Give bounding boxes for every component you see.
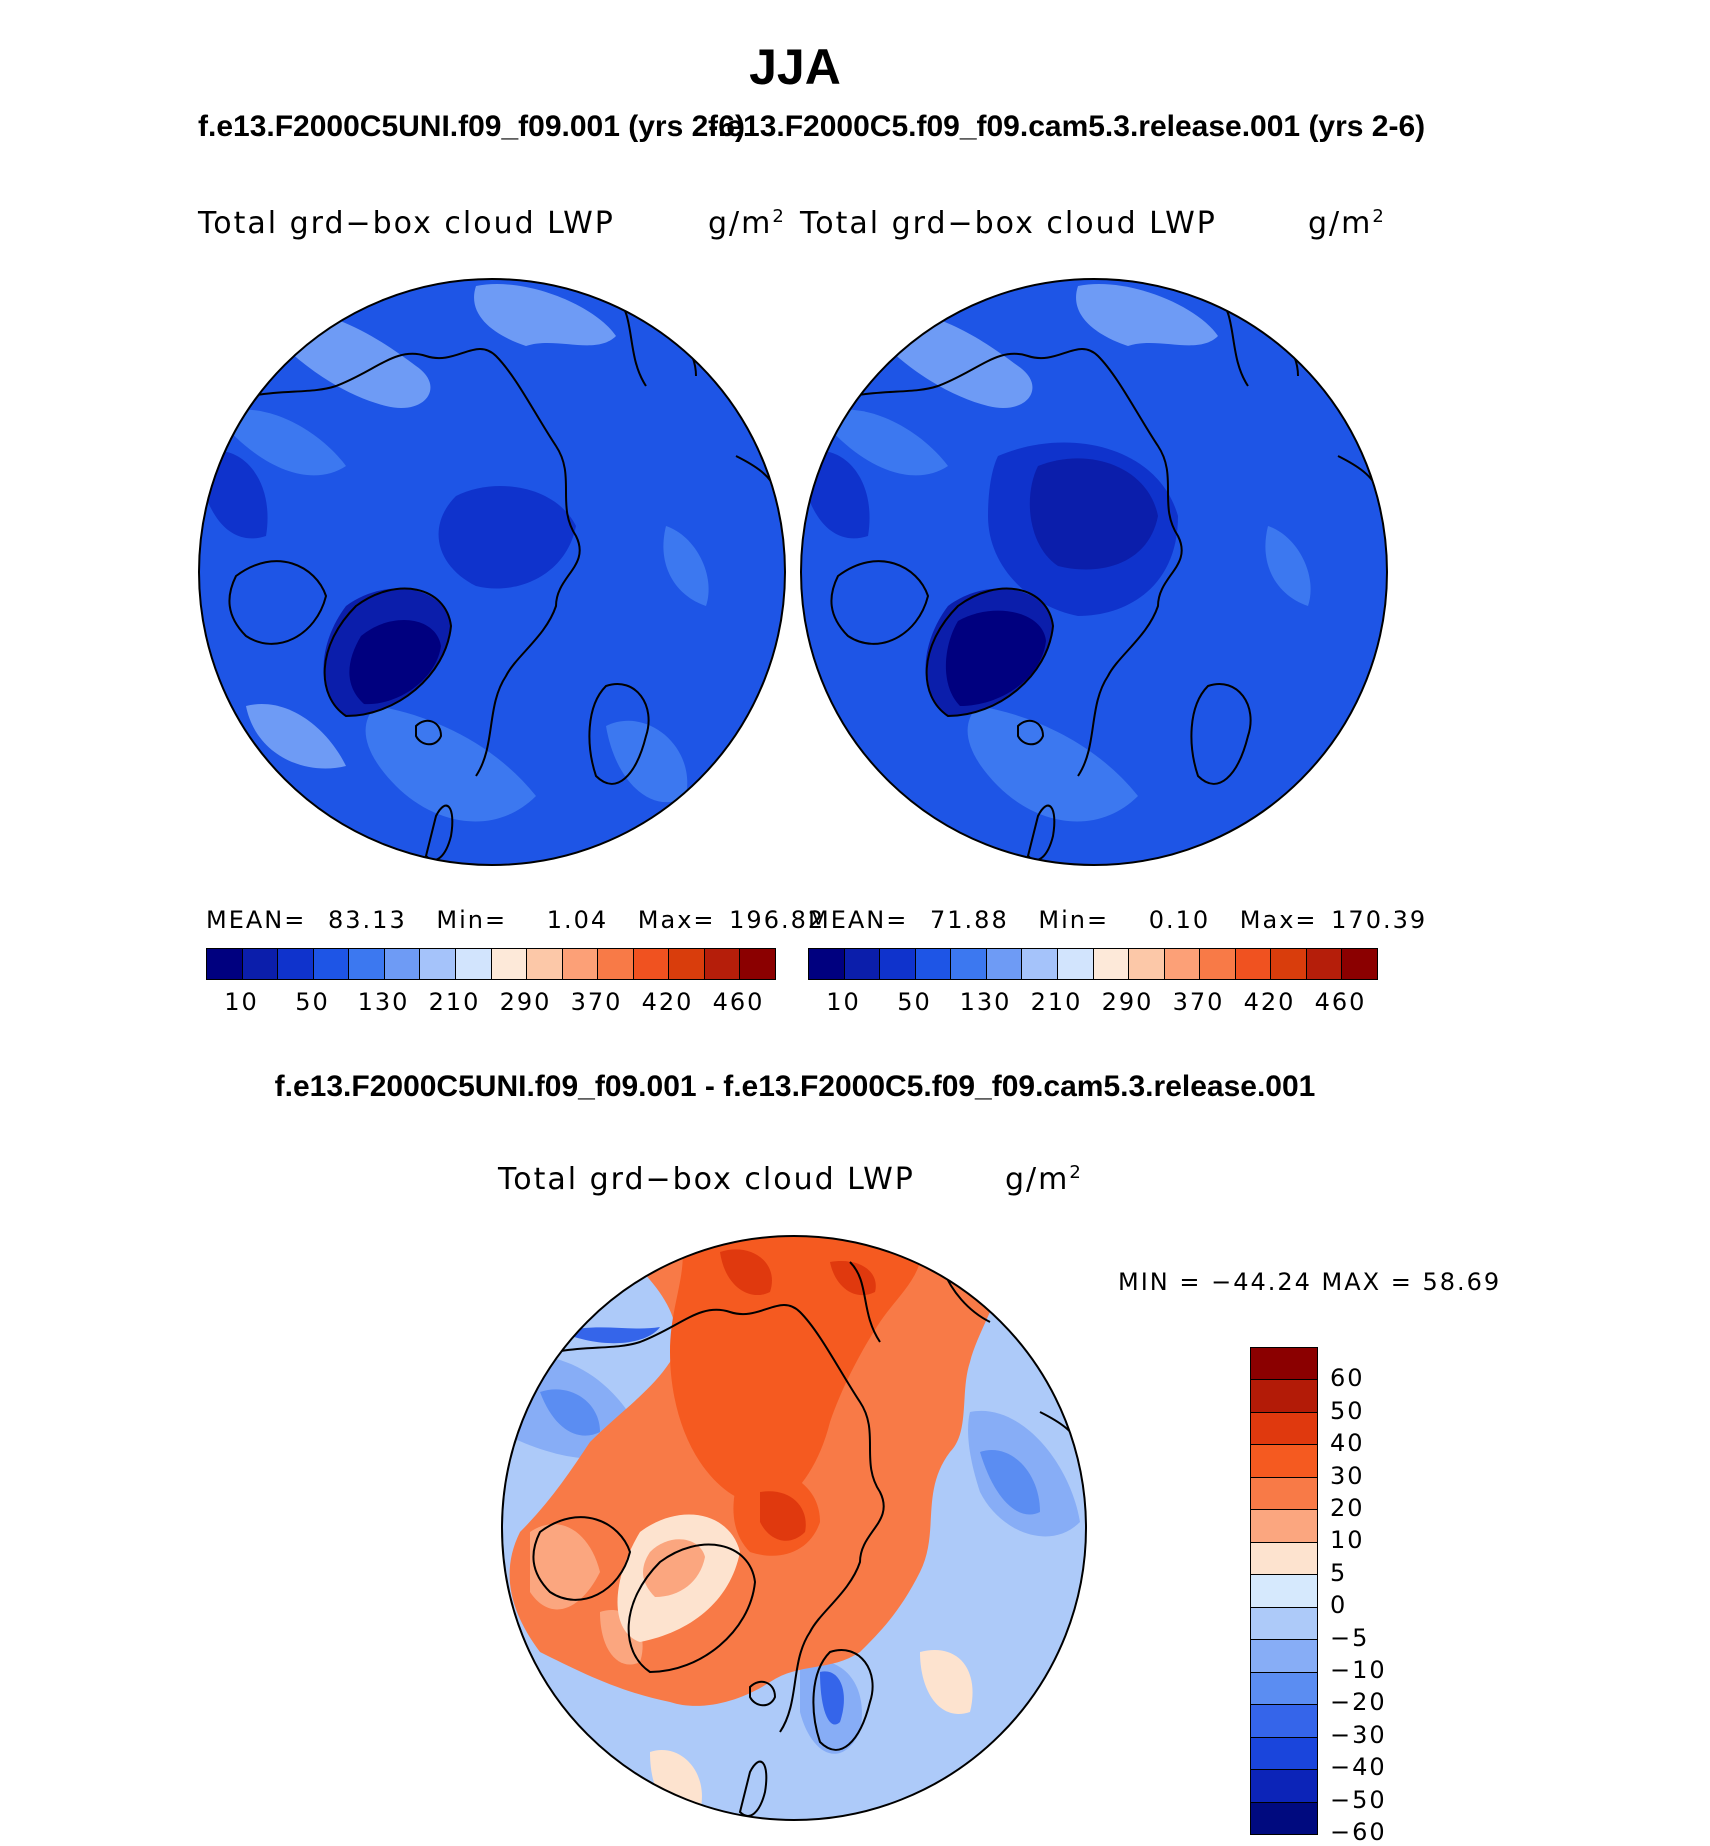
colorbar-tick-label: 10 bbox=[224, 988, 259, 1016]
colorbar-tick-label: −50 bbox=[1330, 1785, 1387, 1814]
colorbar-swatch bbox=[242, 949, 279, 979]
difference-title: f.e13.F2000C5UNI.f09_f09.001 - f.e13.F20… bbox=[274, 1070, 1316, 1103]
colorbar-tick-label: 460 bbox=[712, 988, 765, 1016]
colorbar-swatch bbox=[1164, 949, 1201, 979]
panel1-units: g/m2 bbox=[708, 206, 786, 241]
colorbar-swatch bbox=[880, 949, 916, 979]
colorbar-tick-label: 10 bbox=[826, 988, 861, 1016]
colorbar-tick-label: 130 bbox=[357, 988, 410, 1016]
case1-title: f.e13.F2000C5UNI.f09_f09.001 (yrs 2-6) bbox=[198, 110, 745, 143]
colorbar-tick-label: −20 bbox=[1330, 1688, 1387, 1717]
colorbar-swatch bbox=[420, 949, 456, 979]
colorbar-swatch bbox=[1235, 949, 1272, 979]
colorbar-case1 bbox=[206, 948, 776, 980]
panel3-minmax: MIN = −44.24 MAX = 58.69 bbox=[1118, 1268, 1502, 1296]
panel3-units: g/m2 bbox=[1005, 1162, 1083, 1197]
colorbar-tick-label: −40 bbox=[1330, 1753, 1387, 1782]
polar-map-difference bbox=[501, 1235, 1087, 1821]
colorbar-tick-label: 5 bbox=[1330, 1558, 1348, 1587]
colorbar-tick-label: 130 bbox=[959, 988, 1012, 1016]
colorbar-tick-label: 20 bbox=[1330, 1494, 1365, 1522]
colorbar-swatch bbox=[598, 949, 634, 979]
colorbar-swatch bbox=[1251, 1640, 1317, 1673]
colorbar-tick-label: 50 bbox=[897, 988, 932, 1016]
colorbar-swatch bbox=[1251, 1575, 1317, 1608]
colorbar-tick-label: −5 bbox=[1330, 1623, 1370, 1652]
colorbar-swatch bbox=[633, 949, 670, 979]
panel2-variable-title: Total grd−box cloud LWP bbox=[800, 206, 1217, 241]
colorbar-swatch bbox=[1057, 949, 1094, 979]
colorbar-difference bbox=[1250, 1347, 1318, 1835]
colorbar-tick-label: 50 bbox=[295, 988, 330, 1016]
colorbar-swatch bbox=[1251, 1705, 1317, 1738]
colorbar-tick-label: 40 bbox=[1330, 1429, 1365, 1458]
colorbar-tick-label: 290 bbox=[1101, 988, 1154, 1016]
colorbar-swatch bbox=[986, 949, 1023, 979]
colorbar-swatch bbox=[1129, 949, 1165, 979]
colorbar-tick-label: −30 bbox=[1330, 1720, 1387, 1749]
colorbar-swatch bbox=[1251, 1770, 1317, 1803]
colorbar-swatch bbox=[349, 949, 385, 979]
colorbar-tick-label: 30 bbox=[1330, 1461, 1365, 1490]
colorbar-swatch bbox=[669, 949, 705, 979]
colorbar-swatch bbox=[1251, 1380, 1317, 1413]
colorbar-swatch bbox=[1251, 1348, 1317, 1381]
colorbar-tick-label: 420 bbox=[1243, 988, 1296, 1016]
colorbar-tick-label: 420 bbox=[641, 988, 694, 1016]
colorbar-swatch bbox=[844, 949, 881, 979]
polar-map-case2 bbox=[800, 278, 1388, 866]
panel2-stats: MEAN= 71.88 Min= 0.10 Max= 170.39 bbox=[808, 906, 1428, 934]
colorbar-tick-label: −60 bbox=[1330, 1818, 1387, 1846]
colorbar-swatch bbox=[491, 949, 528, 979]
colorbar-tick-label: −10 bbox=[1330, 1656, 1387, 1684]
colorbar-tick-label: 10 bbox=[1330, 1526, 1365, 1555]
colorbar-tick-label: 60 bbox=[1330, 1364, 1365, 1393]
colorbar-swatch bbox=[1251, 1802, 1317, 1835]
colorbar-swatch bbox=[207, 949, 243, 979]
colorbar-tick-label: 50 bbox=[1330, 1396, 1365, 1425]
colorbar-swatch bbox=[1306, 949, 1343, 979]
colorbar-swatch bbox=[1251, 1510, 1317, 1543]
panel2-units: g/m2 bbox=[1308, 206, 1386, 241]
colorbar-tick-label: 370 bbox=[570, 988, 623, 1016]
colorbar-swatch bbox=[1342, 949, 1377, 979]
colorbar-tick-label: 210 bbox=[1030, 988, 1083, 1016]
colorbar-swatch bbox=[1022, 949, 1058, 979]
colorbar-swatch bbox=[455, 949, 492, 979]
colorbar-swatch bbox=[384, 949, 421, 979]
colorbar-swatch bbox=[704, 949, 741, 979]
colorbar-swatch bbox=[809, 949, 845, 979]
colorbar-swatch bbox=[1251, 1672, 1317, 1706]
colorbar-swatch bbox=[740, 949, 775, 979]
colorbar-swatch bbox=[1251, 1477, 1317, 1511]
season-title: JJA bbox=[749, 39, 841, 95]
polar-map-case1 bbox=[198, 278, 786, 866]
colorbar-tick-label: 0 bbox=[1330, 1591, 1348, 1620]
panel3-variable-title: Total grd−box cloud LWP bbox=[498, 1162, 915, 1197]
colorbar-tick-label: 460 bbox=[1314, 988, 1367, 1016]
colorbar-swatch bbox=[527, 949, 563, 979]
colorbar-swatch bbox=[1093, 949, 1130, 979]
colorbar-swatch bbox=[1200, 949, 1236, 979]
colorbar-swatch bbox=[1251, 1737, 1317, 1771]
colorbar-swatch bbox=[951, 949, 987, 979]
panel1-variable-title: Total grd−box cloud LWP bbox=[198, 206, 615, 241]
colorbar-swatch bbox=[562, 949, 599, 979]
colorbar-tick-label: 370 bbox=[1172, 988, 1225, 1016]
colorbar-swatch bbox=[1251, 1412, 1317, 1446]
colorbar-case2 bbox=[808, 948, 1378, 980]
colorbar-swatch bbox=[1271, 949, 1307, 979]
colorbar-tick-label: 290 bbox=[499, 988, 552, 1016]
case2-title: f.e13.F2000C5.f09_f09.cam5.3.release.001… bbox=[708, 110, 1426, 143]
colorbar-swatch bbox=[278, 949, 314, 979]
colorbar-swatch bbox=[1251, 1542, 1317, 1576]
colorbar-swatch bbox=[313, 949, 350, 979]
colorbar-tick-label: 210 bbox=[428, 988, 481, 1016]
colorbar-swatch bbox=[915, 949, 952, 979]
colorbar-swatch bbox=[1251, 1607, 1317, 1641]
colorbar-swatch bbox=[1251, 1445, 1317, 1478]
panel1-stats: MEAN= 83.13 Min= 1.04 Max= 196.82 bbox=[206, 906, 826, 934]
